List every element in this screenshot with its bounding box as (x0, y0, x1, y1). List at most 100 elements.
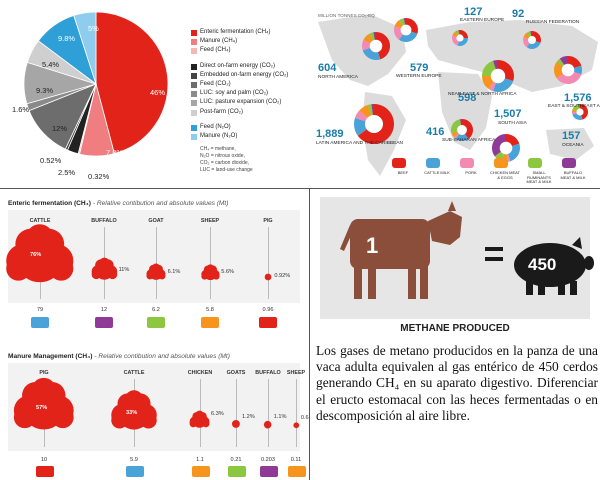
animal-name: BUFFALO (255, 370, 281, 376)
emissions-by-source-panel: 46% 7.8% 0.32% 2.5% 0.52% 12% 1.6% 9.3% 5.4% 9.8%… (0, 0, 310, 188)
absolute-value: 0.21 (230, 457, 242, 463)
enteric-title: Enteric fermentation (CH₄) - Relative co… (8, 200, 229, 207)
emission-bubble (146, 263, 166, 280)
map-legend-label: CATTLE MILK (424, 170, 450, 175)
region-donut-hole (365, 115, 383, 133)
absolute-value: 0.11 (290, 457, 302, 463)
pie-slice-label: 46% (150, 88, 166, 97)
guide-line (210, 227, 211, 299)
region-name: RUSSIAN FEDERATION (526, 20, 580, 25)
legend-swatch (191, 109, 197, 116)
share-label: 57% (36, 405, 48, 412)
map-legend-label: BUFFALO MEAT & MILK (560, 170, 586, 180)
share-label: 76% (30, 251, 42, 258)
absolute-value: 1.1 (196, 457, 204, 463)
legend-swatch (191, 39, 197, 46)
legend-swatch (191, 48, 197, 55)
cow-pig-illustration (340, 201, 594, 299)
legend-item: Feed (CO₂) (200, 81, 231, 87)
equals-sign (485, 247, 503, 251)
region-value: 1,576 (564, 92, 592, 104)
animal-name: SHEEP (200, 218, 220, 224)
region-donut-segment (526, 40, 541, 49)
region-value: 1,507 (494, 108, 522, 120)
region-donut-segment (462, 119, 473, 139)
absolute-value: 5.8 (206, 307, 214, 313)
pie-slice-0 (95, 11, 169, 155)
legend-swatch (191, 72, 197, 79)
animal-name: SHEEP (286, 370, 306, 376)
region-donut-segment (568, 65, 582, 75)
region-donut-hole (490, 68, 506, 84)
absolute-value: 10 (40, 457, 48, 463)
region-donut-hole (527, 35, 537, 45)
legend-item: LUC: soy and palm (CO₂) (200, 90, 269, 97)
guide-line (268, 227, 269, 299)
legend-swatch (191, 63, 197, 70)
legend-swatch (191, 91, 197, 98)
pig-icon (36, 466, 54, 477)
region-name: NORTH AMERICA (318, 75, 358, 80)
cow-number: 1 (366, 233, 379, 258)
emission-bubble (14, 378, 74, 430)
animal-name: CATTLE (123, 370, 145, 376)
guide-line (296, 379, 297, 447)
map-legend-animal-icon (562, 158, 576, 168)
explanation-text: Los gases de metano producidos en la pan… (316, 343, 598, 423)
region-donut-segment (354, 117, 374, 136)
region-name: NEAR EAST & NORTH AFRICA (448, 92, 517, 97)
emission-bubble (91, 258, 117, 281)
legend-item: Post-farm (CO₂) (200, 108, 243, 115)
goat-icon (147, 317, 165, 328)
region-donut-hole (400, 24, 412, 36)
absolute-value: 12 (100, 307, 108, 313)
region-donut-segment (580, 104, 588, 120)
pie-slice-label: 2.5% (58, 168, 76, 177)
pie-slice-label: 0.32% (88, 172, 110, 181)
map-legend-label: BEEF (397, 170, 409, 175)
map-legend-animal-icon (460, 158, 474, 168)
goat-icon (228, 466, 246, 477)
emission-bubble (200, 264, 220, 280)
emission-bubble (232, 420, 240, 429)
pie-slice-label: 9.3% (36, 86, 54, 95)
absolute-value: 6.2 (152, 307, 160, 313)
region-name: LATIN AMERICA AND THE CARIBBEAN (316, 141, 403, 146)
absolute-value: 79 (36, 307, 44, 313)
legend-swatch (191, 134, 197, 140)
region-value: 416 (426, 126, 445, 138)
share-label: 11% (118, 266, 130, 273)
absolute-value: 5.9 (130, 457, 138, 463)
map-legend-label: SMALL RUMINANTS MEAT & MILK (526, 170, 552, 185)
region-name: SOUTH ASIA (498, 121, 527, 126)
region-donut-segment (492, 134, 506, 157)
animal-name: BUFFALO (91, 218, 117, 224)
legend-item: Feed (N₂O) (200, 123, 231, 130)
region-value: 598 (458, 92, 477, 104)
methane-bubbles-panel: Enteric fermentation (CH₄) - Relative co… (0, 188, 310, 480)
legend-note: CO₂ = carbon dioxide, (200, 160, 250, 166)
region-name: OCEANIA (562, 143, 584, 148)
chicken-icon (192, 466, 210, 477)
pie-slice-label: 1.6% (12, 105, 30, 114)
region-donut-segment (556, 70, 582, 84)
cow-icon (340, 201, 462, 299)
legend-note: CH₄ = methane, (200, 146, 236, 152)
guide-line (268, 379, 269, 447)
cattle-icon (126, 466, 144, 477)
map-unit: MILLION TONNES CO₂-EQ (318, 13, 375, 18)
guide-line (156, 227, 157, 299)
region-name: SUB-SAHARAN AFRICA (442, 138, 496, 143)
animal-name: PIG (39, 370, 49, 376)
region-value: 157 (562, 130, 581, 142)
pie-slice-label: 0.52% (40, 156, 62, 165)
legend-note: N₂O = nitrous oxide, (200, 153, 245, 159)
legend-item: LUC: pasture expansion (CO₂) (200, 99, 282, 106)
legend-note: LUC = land-use change (200, 167, 253, 173)
map-legend-animal-icon (392, 158, 406, 168)
emission-bubble (293, 422, 299, 428)
emission-bubble (190, 410, 210, 428)
manure-title: Manure Management (CH₄) - Relative conti… (8, 353, 230, 360)
emissions-pie-chart (23, 11, 169, 157)
share-label: 6.3% (211, 410, 224, 417)
